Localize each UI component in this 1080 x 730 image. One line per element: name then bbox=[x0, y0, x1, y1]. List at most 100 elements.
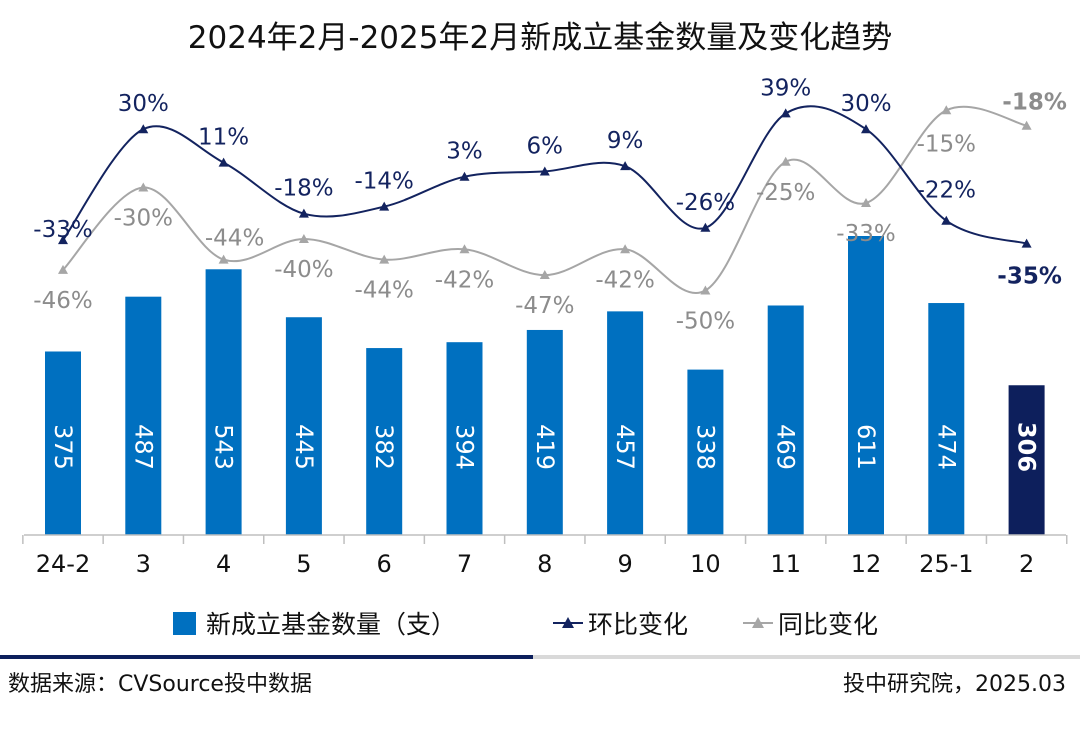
bar bbox=[446, 342, 483, 535]
bar-value-label: 419 bbox=[531, 424, 559, 470]
yoy-point bbox=[379, 254, 390, 264]
bar bbox=[767, 305, 804, 535]
yoy-point bbox=[218, 254, 229, 264]
yoy-point bbox=[459, 244, 470, 254]
legend: 新成立基金数量（支） 环比变化 同比变化 bbox=[173, 610, 878, 639]
footer-divider-dark bbox=[0, 655, 533, 659]
bar-value-label: 487 bbox=[129, 424, 157, 470]
bar bbox=[607, 311, 644, 535]
mom-data-label: -26% bbox=[676, 190, 735, 216]
mom-data-label: 9% bbox=[607, 128, 644, 154]
yoy-data-label: -44% bbox=[354, 278, 413, 304]
bar-value-label: 457 bbox=[611, 424, 639, 470]
mom-data-label: 11% bbox=[198, 125, 249, 151]
mom-line-series: -33% 30% 11% -18% -14% 3% 6% 9% -26% 39% 30% -22% -3… bbox=[33, 75, 1062, 289]
footer-source: 数据来源：CVSource投中数据 bbox=[8, 672, 312, 697]
yoy-line-series: -46% -30% -44% -40% -44% -42% -47% -42% -50% -25%… bbox=[33, 90, 1067, 335]
bar-value-label: 469 bbox=[772, 424, 800, 470]
bar bbox=[1008, 385, 1045, 535]
bar-value-label: 445 bbox=[290, 424, 318, 470]
x-tick-label: 2 bbox=[1019, 550, 1034, 578]
legend-yoy-marker bbox=[752, 617, 764, 628]
mom-point bbox=[780, 108, 791, 118]
legend-mom-label: 环比变化 bbox=[588, 610, 688, 639]
mom-data-label: 30% bbox=[118, 91, 169, 117]
x-tick-label: 4 bbox=[216, 550, 231, 578]
legend-mom-marker bbox=[562, 617, 574, 628]
mom-point bbox=[700, 222, 711, 232]
legend-bar-label: 新成立基金数量（支） bbox=[206, 610, 456, 639]
bar bbox=[687, 369, 724, 535]
x-tick-label: 7 bbox=[457, 550, 472, 578]
bar bbox=[125, 296, 162, 535]
mom-point bbox=[58, 235, 68, 245]
yoy-data-label: -25% bbox=[756, 180, 815, 206]
bar bbox=[526, 329, 563, 535]
legend-yoy-label: 同比变化 bbox=[778, 610, 878, 639]
footer-divider-light bbox=[533, 655, 1080, 659]
bar-value-label: 474 bbox=[932, 424, 960, 470]
legend-bar-swatch bbox=[173, 612, 196, 635]
mom-data-label: -35% bbox=[997, 264, 1062, 290]
x-tick-label: 5 bbox=[296, 550, 311, 578]
x-axis-ticks: 24-2 3 4 5 6 7 8 9 10 11 12 25-1 2 bbox=[22, 535, 1068, 578]
mom-point bbox=[459, 171, 470, 181]
mom-point bbox=[539, 166, 550, 176]
x-tick-label: 11 bbox=[770, 550, 801, 578]
bar bbox=[285, 317, 322, 535]
x-tick-label: 25-1 bbox=[919, 550, 973, 578]
yoy-point bbox=[138, 182, 149, 192]
bar-value-label: 543 bbox=[210, 424, 238, 470]
yoy-point bbox=[620, 244, 631, 254]
mom-point bbox=[379, 201, 390, 211]
chart-title: 2024年2月-2025年2月新成立基金数量及变化趋势 bbox=[188, 20, 892, 56]
yoy-data-label: -42% bbox=[595, 267, 654, 293]
mom-point bbox=[941, 215, 952, 225]
mom-point bbox=[298, 208, 309, 218]
x-tick-label: 12 bbox=[851, 550, 882, 578]
yoy-data-label: -33% bbox=[836, 221, 895, 247]
mom-data-label: 6% bbox=[527, 133, 564, 159]
yoy-data-label: -50% bbox=[676, 309, 735, 335]
mom-point bbox=[138, 124, 149, 134]
yoy-data-label: -30% bbox=[114, 206, 173, 232]
mom-data-label: -22% bbox=[917, 178, 976, 204]
yoy-point bbox=[700, 285, 711, 295]
bar-value-label: 375 bbox=[49, 424, 77, 470]
yoy-data-label: -46% bbox=[33, 288, 92, 314]
yoy-point bbox=[298, 234, 309, 243]
x-tick-label: 24-2 bbox=[36, 550, 90, 578]
mom-data-label: -18% bbox=[274, 176, 333, 202]
bar-series bbox=[45, 236, 1045, 535]
mom-data-label: -14% bbox=[354, 169, 413, 195]
yoy-data-label: -40% bbox=[274, 257, 333, 283]
mom-point bbox=[1021, 238, 1032, 248]
bar-value-label: 382 bbox=[370, 424, 398, 470]
bar-value-label: 611 bbox=[852, 424, 880, 470]
yoy-point bbox=[861, 197, 871, 207]
bar bbox=[366, 348, 403, 535]
mom-data-label: 39% bbox=[760, 75, 811, 101]
mom-data-label: 3% bbox=[446, 139, 483, 165]
yoy-data-label: -15% bbox=[917, 131, 976, 157]
bar bbox=[928, 303, 965, 535]
bar bbox=[848, 236, 884, 535]
bar-value-label: 338 bbox=[691, 424, 719, 470]
x-tick-label: 6 bbox=[377, 550, 392, 578]
bar bbox=[205, 269, 242, 535]
x-tick-label: 9 bbox=[617, 550, 632, 578]
bar bbox=[45, 351, 81, 535]
mom-point bbox=[861, 124, 871, 134]
yoy-data-label: -47% bbox=[515, 293, 574, 319]
x-tick-label: 8 bbox=[537, 550, 552, 578]
mom-point bbox=[620, 161, 631, 171]
mom-data-label: 30% bbox=[840, 91, 891, 117]
yoy-data-label: -18% bbox=[1002, 90, 1067, 116]
x-tick-label: 10 bbox=[690, 550, 721, 578]
mom-data-label: -33% bbox=[33, 217, 92, 243]
bar-value-labels: 375 487 543 445 382 394 419 457 338 469 611 474 306 bbox=[49, 422, 1041, 472]
x-tick-label: 3 bbox=[136, 550, 151, 578]
footer-publisher: 投中研究院，2025.03 bbox=[843, 672, 1066, 697]
